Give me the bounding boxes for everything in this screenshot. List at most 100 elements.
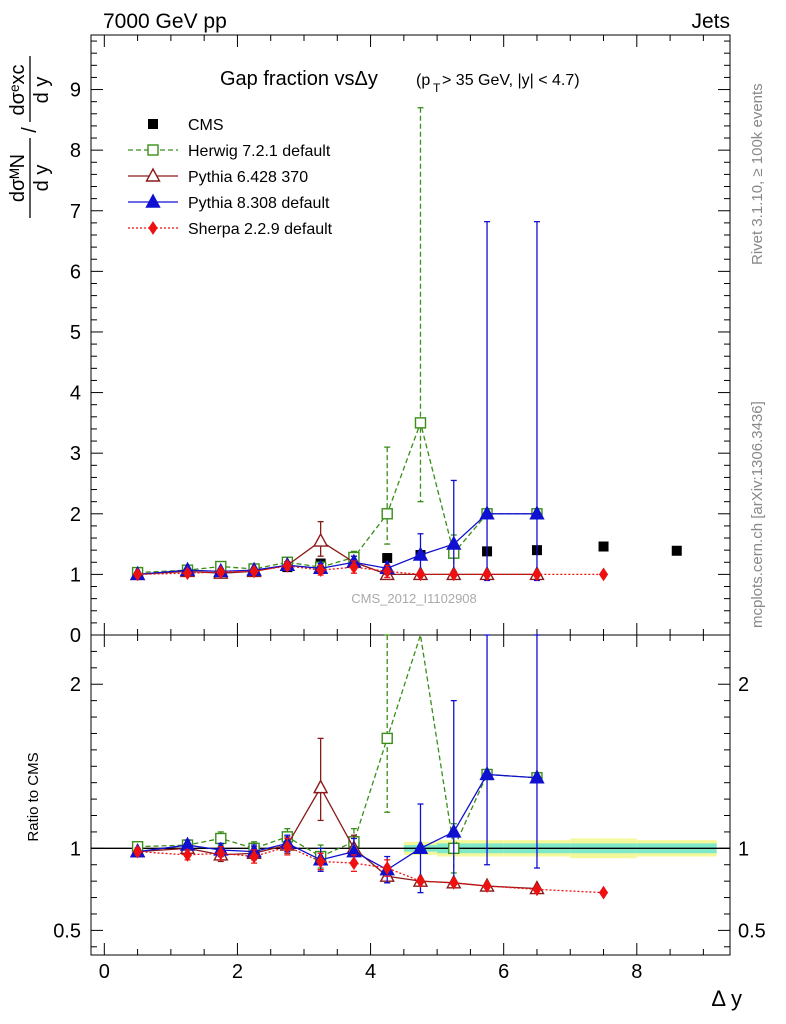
header-process-label: Jets (691, 10, 730, 33)
ratio-point-herwig-7-2-1-default (381, 732, 393, 745)
ratio-point-sherpa-2-2-9-default (415, 874, 426, 889)
point-sherpa-2-2-9-default (282, 559, 292, 573)
ratio-line-pythia-8-308-default (137, 773, 538, 871)
ratio-point-sherpa-2-2-9-default (598, 885, 609, 900)
ratio-point-pythia-8-308-default (529, 769, 545, 784)
legend: CMS Herwig 7.2.1 default Pythia 6.428 370 P… (128, 117, 333, 238)
point-pythia-8-308-default (412, 546, 429, 561)
cms-data-point (598, 541, 609, 552)
main-frame (90, 34, 731, 636)
ratio-y-axis-label: Ratio to CMS (25, 752, 42, 841)
point-pythia-8-308-default (479, 505, 495, 520)
main-y-tick-label: 2 (70, 504, 81, 526)
title-main: Gap fraction vsΔy (220, 68, 378, 90)
legend-marker-pythia-6-428-370 (145, 167, 161, 182)
ratio-point-sherpa-2-2-9-default (282, 839, 292, 854)
chart-title: Gap fraction vsΔy (p T > 35 GeV, |y| < 4… (220, 68, 580, 95)
point-sherpa-2-2-9-default (182, 566, 193, 581)
x-axis-label: Δ y (711, 986, 742, 1011)
ylabel-slash: / (19, 127, 41, 133)
analysis-watermark: CMS_2012_I1102908 (351, 591, 477, 606)
ratio-y-tick-label: 0.5 (53, 920, 81, 942)
x-tick-label: 8 (631, 961, 642, 983)
ratio-y-tick-label-right: 1 (738, 838, 749, 860)
title-cond-rest: > 35 GeV, |y| < 4.7) (442, 72, 580, 89)
point-pythia-6-428-370 (312, 532, 329, 547)
main-y-tick-label: 3 (70, 443, 81, 465)
main-y-tick-label: 7 (70, 201, 81, 223)
ratio-point-pythia-8-308-default (412, 839, 429, 855)
x-tick-label: 0 (99, 961, 110, 983)
point-sherpa-2-2-9-default (482, 567, 492, 582)
ratio-y-tick-label: 1 (70, 838, 81, 860)
point-sherpa-2-2-9-default (598, 567, 609, 582)
ratio-point-sherpa-2-2-9-default (216, 846, 226, 861)
point-sherpa-2-2-9-default (382, 564, 392, 579)
ratio-point-pythia-6-428-370 (312, 779, 329, 794)
legend-label-pythia-8-308-default: Pythia 8.308 default (188, 195, 330, 212)
main-y-tick-label: 9 (70, 80, 81, 102)
point-sherpa-2-2-9-default (415, 567, 426, 582)
point-sherpa-2-2-9-default (132, 567, 143, 582)
ylabel-num-1: dσᴹN (7, 154, 29, 202)
legend-label-herwig-7-2-1-default: Herwig 7.2.1 default (188, 143, 331, 160)
ratio-frame (90, 634, 731, 956)
mcplots-label: mcplots.cern.ch [arXiv:1306.3436] (749, 401, 766, 628)
header-energy-label: 7000 GeV pp (103, 10, 227, 33)
x-tick-label: 6 (498, 961, 509, 983)
ratio-point-sherpa-2-2-9-default (316, 854, 326, 869)
point-herwig-7-2-1-default (414, 417, 427, 429)
point-sherpa-2-2-9-default (216, 565, 226, 579)
point-pythia-8-308-default (529, 505, 545, 520)
legend-label-pythia-6-428-370: Pythia 6.428 370 (188, 169, 308, 186)
ratio-point-sherpa-2-2-9-default (132, 844, 143, 859)
ratio-point-sherpa-2-2-9-default (532, 882, 542, 897)
ratio-point-sherpa-2-2-9-default (249, 849, 259, 864)
legend-label-sherpa-2-2-9-default: Sherpa 2.2.9 default (188, 221, 333, 238)
x-tick-label: 2 (232, 961, 243, 983)
ratio-point-sherpa-2-2-9-default (382, 861, 392, 875)
main-plot-area: 0 1 2 3 4 5 6 7 8 9 (70, 34, 731, 955)
legend-marker-cms (148, 119, 158, 129)
x-tick-label: 4 (365, 961, 376, 983)
legend-label-cms: CMS (188, 117, 224, 134)
main-y-tick-label: 0 (70, 625, 81, 647)
ratio-y-tick-label-right: 2 (738, 674, 749, 696)
main-y-tick-label: 5 (70, 322, 81, 344)
series-line-herwig-7-2-1-default (137, 420, 537, 574)
point-herwig-7-2-1-default (381, 508, 393, 520)
series-line-pythia-8-308-default (137, 513, 537, 576)
cms-data-point (382, 553, 393, 564)
point-pythia-8-308-default (446, 535, 462, 550)
main-y-axis-label: dσᴹN d y / dσᵉxc d y (7, 56, 53, 218)
point-sherpa-2-2-9-default (349, 560, 359, 575)
main-y-tick-label: 4 (70, 383, 81, 405)
rivet-version-label: Rivet 3.1.10, ≥ 100k events (749, 83, 766, 265)
ylabel-num-2: dσᵉxc (7, 65, 29, 116)
ratio-line-herwig-7-2-1-default (137, 634, 538, 858)
main-y-tick-label: 1 (70, 564, 81, 586)
main-y-tick-label: 8 (70, 140, 81, 162)
title-cond-sub: T (433, 81, 441, 95)
ratio-line-pythia-6-428-370 (137, 786, 538, 890)
legend-marker-pythia-8-308-default (145, 193, 161, 208)
point-sherpa-2-2-9-default (532, 567, 542, 582)
series-line-pythia-6-428-370 (137, 540, 537, 576)
ratio-point-sherpa-2-2-9-default (449, 875, 459, 890)
point-sherpa-2-2-9-default (449, 567, 459, 582)
ratio-y-tick-label-right: 0.5 (738, 920, 766, 942)
ratio-point-sherpa-2-2-9-default (482, 879, 492, 893)
legend-marker-sherpa-2-2-9-default (148, 221, 158, 235)
ratio-point-pythia-8-308-default (479, 766, 495, 781)
ratio-point-sherpa-2-2-9-default (349, 856, 359, 871)
point-sherpa-2-2-9-default (249, 564, 259, 579)
ylabel-den-2: d y (31, 77, 53, 104)
ratio-plot-area: 0 2 4 6 8 0.5 1 2 0.5 1 2 (53, 634, 766, 983)
point-sherpa-2-2-9-default (316, 563, 326, 578)
ratio-point-sherpa-2-2-9-default (182, 847, 193, 862)
legend-marker-herwig-7-2-1-default (147, 144, 159, 156)
title-cond-open: (p (416, 72, 430, 89)
cms-data-point (671, 545, 682, 556)
ratio-point-pythia-8-308-default (446, 823, 462, 838)
